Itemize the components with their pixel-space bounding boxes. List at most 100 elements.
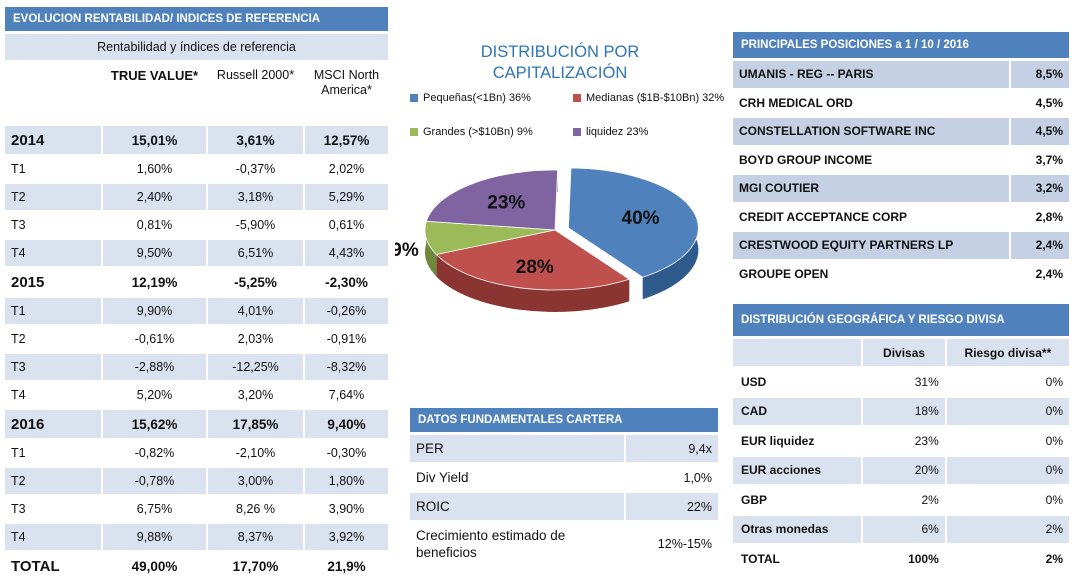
position-weight: 2,8%	[1011, 203, 1069, 230]
perf-true-value: 2,40%	[103, 184, 206, 210]
perf-russell: 2,03%	[208, 326, 303, 352]
geo-currency: USD	[733, 368, 862, 396]
geo-row: GBP 2% 0%	[733, 486, 1069, 514]
position-name: CRESTWOOD EQUITY PARTNERS LP	[733, 232, 1009, 259]
perf-msci: -0,30%	[305, 440, 388, 466]
perf-russell: -2,10%	[208, 440, 303, 466]
geo-riesgo: 2%	[946, 515, 1069, 543]
perf-true-value: -0,78%	[103, 468, 206, 494]
perf-true-value: 15,01%	[103, 126, 206, 154]
geo-divisas: 23%	[863, 427, 945, 455]
perf-row-label: T1	[5, 298, 101, 324]
position-row: CREDIT ACCEPTANCE CORP 2,8%	[733, 203, 1069, 230]
perf-row: 2014 15,01% 3,61% 12,57%	[5, 126, 388, 154]
pie-title-line1: DISTRIBUCIÓN POR	[480, 43, 640, 61]
geo-currency: TOTAL	[733, 545, 862, 573]
pie-data-label: 28%	[516, 257, 554, 278]
perf-row: T3 0,81% -5,90% 0,61%	[5, 212, 388, 238]
perf-row-label: T2	[5, 468, 101, 494]
fundamentals-header: DATOS FUNDAMENTALES CARTERA	[410, 408, 718, 432]
fundamental-value: 12%-15%	[626, 522, 718, 566]
pie-slice-medianasbbn	[435, 229, 631, 291]
legend-swatch	[410, 94, 418, 102]
perf-msci: -0,91%	[305, 326, 388, 352]
perf-row-label: T3	[5, 496, 101, 522]
perf-russell: 3,18%	[208, 184, 303, 210]
pie-title-line2: CAPITALIZACIÓN	[492, 64, 628, 82]
perf-row-label: T3	[5, 212, 101, 238]
pie-chart: 40% 28% 9% 23%	[395, 167, 699, 312]
perf-row-label: T4	[5, 382, 101, 408]
geo-row: EUR liquidez 23% 0%	[733, 427, 1069, 455]
pie-slice-side	[436, 254, 630, 312]
perf-msci: -2,30%	[305, 268, 388, 296]
position-name: CRH MEDICAL ORD	[733, 89, 1009, 116]
pie-slice-liquidez	[425, 169, 559, 231]
perf-true-value: 49,00%	[103, 552, 206, 580]
perf-msci: -0,26%	[305, 298, 388, 324]
fundamental-value: 9,4x	[626, 435, 718, 462]
perf-row: T3 -2,88% -12,25% -8,32%	[5, 354, 388, 380]
fundamentals-table: PER 9,4x Div Yield 1,0% ROIC 22% Crecimiento e…	[408, 433, 720, 568]
perf-russell: 4,01%	[208, 298, 303, 324]
position-weight: 4,5%	[1011, 118, 1069, 145]
perf-row-label: 2015	[5, 268, 101, 296]
position-weight: 3,2%	[1011, 175, 1069, 202]
geo-currency: EUR acciones	[733, 456, 862, 484]
pie-slice-pequeasbn	[567, 167, 699, 278]
perf-russell: 3,00%	[208, 468, 303, 494]
geo-divisas: 6%	[863, 515, 945, 543]
position-name: BOYD GROUP INCOME	[733, 146, 1009, 173]
perf-row: T2 -0,61% 2,03% -0,91%	[5, 326, 388, 352]
perf-row: 2015 12,19% -5,25% -2,30%	[5, 268, 388, 296]
legend-item-medianas: Medianas ($1B-$10Bn) 32%	[573, 92, 724, 104]
perf-true-value: 9,88%	[103, 524, 206, 550]
perf-msci: 2,02%	[305, 156, 388, 182]
perf-russell: 3,61%	[208, 126, 303, 154]
pie-data-label: 23%	[487, 193, 525, 214]
position-name: CREDIT ACCEPTANCE CORP	[733, 203, 1009, 230]
position-row: MGI COUTIER 3,2%	[733, 175, 1069, 202]
geo-row: TOTAL 100% 2%	[733, 545, 1069, 573]
perf-row-label: TOTAL	[5, 552, 101, 580]
perf-russell: -12,25%	[208, 354, 303, 380]
perf-true-value: -2,88%	[103, 354, 206, 380]
perf-row: T2 2,40% 3,18% 5,29%	[5, 184, 388, 210]
geo-riesgo: 0%	[946, 456, 1069, 484]
geo-divisas: 18%	[863, 397, 945, 425]
perf-true-value: 6,75%	[103, 496, 206, 522]
geo-currency: Otras monedas	[733, 515, 862, 543]
pie-title: DISTRIBUCIÓN POR CAPITALIZACIÓN	[440, 42, 680, 84]
perf-row: T2 -0,78% 3,00% 1,80%	[5, 468, 388, 494]
position-row: UMANIS - REG -- PARIS 8,5%	[733, 61, 1069, 88]
perf-row-label: T4	[5, 240, 101, 266]
perf-msci: 1,80%	[305, 468, 388, 494]
perf-row-label: T2	[5, 326, 101, 352]
geo-row: USD 31% 0%	[733, 368, 1069, 396]
perf-msci: 9,40%	[305, 410, 388, 438]
perf-true-value: 15,62%	[103, 410, 206, 438]
position-name: UMANIS - REG -- PARIS	[733, 61, 1009, 88]
perf-msci: 12,57%	[305, 126, 388, 154]
perf-russell: 3,20%	[208, 382, 303, 408]
geo-currency: CAD	[733, 397, 862, 425]
geo-table: Divisas Riesgo divisa** USD 31% 0% CAD 18% 0%…	[731, 337, 1071, 575]
fundamental-row: PER 9,4x	[410, 435, 718, 462]
geo-col-riesgo: Riesgo divisa**	[946, 339, 1069, 366]
perf-msci: 7,64%	[305, 382, 388, 408]
position-name: CONSTELLATION SOFTWARE INC	[733, 118, 1009, 145]
position-row: GROUPE OPEN 2,4%	[733, 260, 1069, 287]
position-weight: 4,5%	[1011, 89, 1069, 116]
fundamental-name: PER	[410, 435, 624, 462]
geo-riesgo: 0%	[946, 397, 1069, 425]
position-weight: 8,5%	[1011, 61, 1069, 88]
fundamental-row: Div Yield 1,0%	[410, 464, 718, 491]
perf-msci: 0,61%	[305, 212, 388, 238]
pie-data-label: 40%	[622, 208, 660, 229]
perf-subtitle: Rentabilidad y índices de referencia	[5, 34, 388, 60]
legend-label: Pequeñas(<1Bn) 36%	[423, 92, 531, 104]
perf-true-value: 9,90%	[103, 298, 206, 324]
geo-riesgo: 0%	[946, 486, 1069, 514]
perf-russell: 17,85%	[208, 410, 303, 438]
perf-true-value: 5,20%	[103, 382, 206, 408]
